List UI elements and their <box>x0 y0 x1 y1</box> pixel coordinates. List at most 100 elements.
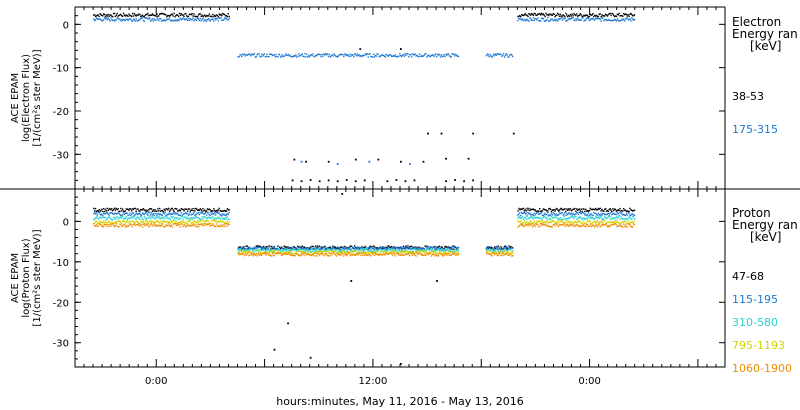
data-point <box>118 220 120 222</box>
data-point <box>402 254 405 256</box>
data-point <box>297 53 300 55</box>
legend-title-line: Proton <box>732 206 771 220</box>
data-point <box>408 252 410 255</box>
data-point <box>415 255 417 257</box>
data-point <box>413 252 415 255</box>
data-point <box>544 224 546 226</box>
data-point <box>221 210 223 212</box>
data-point <box>390 253 393 255</box>
data-point <box>385 53 387 56</box>
data-point <box>409 247 411 250</box>
data-point <box>259 254 261 256</box>
data-point <box>535 216 537 219</box>
data-point <box>350 280 353 282</box>
data-point <box>356 252 359 254</box>
data-point <box>419 247 422 249</box>
data-point <box>210 210 212 213</box>
data-point <box>133 223 136 225</box>
data-point <box>614 217 617 220</box>
data-point <box>521 14 524 16</box>
data-point <box>265 254 267 256</box>
data-point <box>228 17 230 20</box>
data-point <box>405 54 407 57</box>
data-point <box>407 245 409 247</box>
data-point <box>412 252 415 254</box>
data-point <box>218 221 220 223</box>
data-point <box>451 253 453 255</box>
data-point <box>177 20 179 22</box>
data-point <box>270 250 273 253</box>
data-point <box>507 247 509 249</box>
data-point <box>378 248 380 250</box>
data-point <box>139 210 141 212</box>
data-point <box>393 249 396 252</box>
data-point <box>221 213 223 215</box>
data-point <box>414 247 416 249</box>
data-point <box>497 245 499 247</box>
data-point <box>97 217 99 220</box>
data-point <box>118 217 120 219</box>
data-point <box>455 246 457 249</box>
data-point <box>364 245 367 248</box>
data-point <box>434 255 436 257</box>
data-point <box>419 250 422 252</box>
data-point <box>576 218 578 220</box>
data-point <box>177 218 180 221</box>
data-point <box>210 221 212 224</box>
data-point <box>108 15 110 17</box>
data-point <box>632 213 634 215</box>
data-point <box>98 15 100 18</box>
data-point <box>161 223 164 225</box>
data-point <box>392 248 395 251</box>
data-point <box>194 220 196 222</box>
data-point <box>226 15 229 18</box>
data-point <box>138 222 140 224</box>
data-point <box>350 55 352 57</box>
data-point <box>549 208 552 211</box>
data-point <box>549 226 552 228</box>
data-point <box>132 15 135 17</box>
data-point <box>113 226 116 228</box>
data-point <box>594 226 596 228</box>
data-point <box>379 246 381 248</box>
data-point <box>111 221 113 223</box>
data-point <box>158 19 160 22</box>
data-point <box>511 255 513 257</box>
data-point <box>548 207 551 210</box>
data-point <box>137 222 139 224</box>
data-point <box>121 208 124 210</box>
data-point <box>608 215 610 218</box>
data-point <box>283 247 285 250</box>
data-point <box>355 247 358 249</box>
data-point <box>448 247 451 249</box>
data-point <box>149 225 151 227</box>
data-point <box>525 14 527 16</box>
data-point <box>486 249 489 252</box>
data-point <box>255 249 257 252</box>
data-point <box>417 249 419 251</box>
data-point <box>557 18 560 20</box>
data-point <box>186 16 189 18</box>
data-point <box>554 214 556 217</box>
data-point <box>294 255 296 257</box>
data-point <box>550 210 553 213</box>
data-point <box>519 221 521 223</box>
data-point <box>442 247 444 249</box>
data-point <box>389 246 391 249</box>
data-point <box>226 212 229 215</box>
data-point <box>521 221 524 224</box>
data-point <box>527 209 529 211</box>
data-point <box>256 249 258 251</box>
data-point <box>613 220 615 223</box>
data-point <box>545 217 547 220</box>
data-point <box>189 224 192 227</box>
data-point <box>534 13 536 15</box>
data-point <box>141 14 144 16</box>
data-point <box>220 224 222 226</box>
data-point <box>550 14 553 16</box>
data-point <box>183 15 185 18</box>
data-point <box>587 210 590 212</box>
data-point <box>530 14 532 16</box>
data-point <box>99 210 101 213</box>
data-point <box>604 217 607 219</box>
